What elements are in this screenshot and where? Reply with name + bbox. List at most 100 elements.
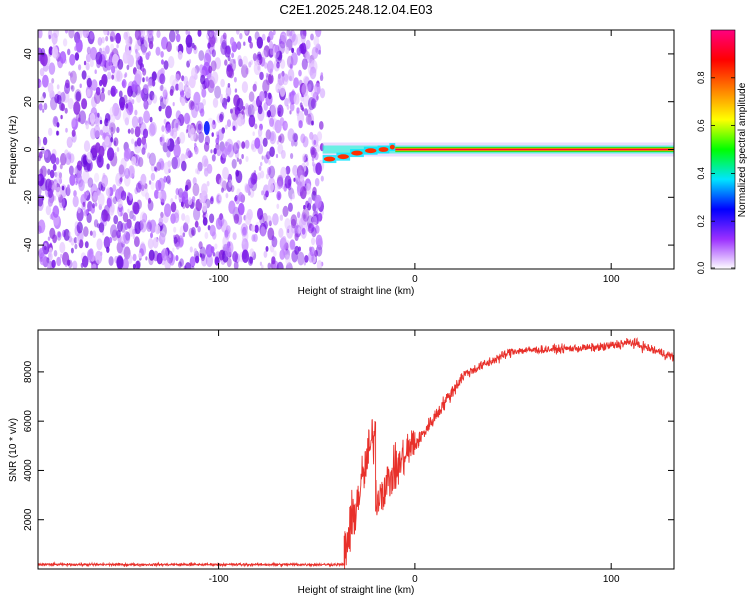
noise-blob: [112, 53, 119, 67]
signal-onset-core: [337, 154, 349, 160]
noise-blob: [221, 180, 228, 191]
noise-blob: [194, 220, 199, 228]
noise-blob: [315, 144, 321, 153]
noise-blob: [50, 153, 57, 165]
noise-blob: [200, 253, 205, 262]
noise-blob: [62, 205, 66, 211]
noise-blob: [115, 32, 121, 44]
noise-blob: [134, 141, 138, 147]
noise-blob: [109, 30, 116, 38]
noise-blob: [116, 256, 124, 269]
noise-blob: [128, 96, 133, 103]
noise-blob: [215, 217, 223, 230]
noise-blob: [59, 51, 67, 64]
noise-blob: [85, 53, 91, 63]
noise-blob: [257, 128, 263, 137]
noise-blob: [215, 173, 222, 185]
noise-blob: [38, 103, 43, 111]
noise-blob: [107, 120, 111, 127]
noise-blob: [293, 139, 298, 147]
noise-blob: [175, 45, 179, 52]
noise-blob: [160, 211, 164, 219]
noise-blob: [307, 83, 312, 92]
noise-blob: [161, 87, 168, 98]
noise-blob: [254, 224, 259, 234]
noise-blob: [48, 34, 51, 40]
noise-blob: [289, 62, 294, 70]
noise-blob: [191, 42, 195, 49]
noise-blob: [170, 201, 177, 213]
noise-blob: [312, 215, 318, 225]
y-tick-label: 40: [23, 48, 34, 60]
noise-blob: [299, 186, 307, 200]
spectrogram-frame: [37, 29, 675, 270]
noise-blob: [70, 85, 74, 90]
noise-blob: [265, 129, 272, 140]
noise-blob: [99, 129, 103, 136]
noise-blob: [53, 250, 58, 257]
noise-blob: [72, 260, 78, 269]
noise-blob: [296, 181, 303, 193]
noise-blob: [253, 61, 261, 76]
noise-blob: [217, 214, 225, 227]
noise-blob: [94, 69, 97, 74]
noise-blob: [277, 104, 284, 118]
noise-blob: [268, 165, 276, 179]
noise-blob: [218, 113, 224, 123]
noise-blob: [267, 110, 271, 118]
noise-blob: [269, 146, 275, 158]
noise-blob: [266, 60, 274, 74]
snr-series-line: [38, 337, 674, 569]
noise-blob: [270, 103, 278, 118]
noise-blob: [179, 198, 182, 203]
noise-blob: [195, 120, 203, 134]
noise-blob: [249, 256, 253, 264]
noise-blob: [71, 118, 78, 131]
noise-blob: [303, 204, 306, 210]
noise-blob: [202, 217, 208, 226]
noise-blob: [79, 83, 82, 89]
noise-blob: [300, 224, 303, 230]
noise-blob: [200, 74, 206, 85]
noise-blob: [165, 92, 168, 97]
noise-blob: [291, 33, 298, 46]
noise-blob: [105, 35, 109, 42]
spectrogram-xlabel: Height of straight line (km): [298, 286, 415, 297]
noise-blob: [243, 41, 246, 46]
noise-blob: [70, 247, 74, 254]
noise-blob: [112, 196, 117, 205]
noise-blob: [193, 91, 201, 106]
noise-blob: [141, 46, 147, 55]
noise-blob: [272, 213, 279, 226]
noise-blob: [231, 52, 235, 59]
noise-blob: [185, 129, 189, 134]
noise-blob: [86, 77, 92, 88]
noise-blob: [122, 258, 129, 269]
noise-blob: [60, 114, 63, 120]
noise-blob: [211, 49, 216, 58]
noise-blob: [287, 68, 295, 82]
noise-blob: [44, 150, 49, 158]
noise-blob: [290, 153, 294, 159]
noise-blob: [274, 44, 280, 54]
noise-blob: [63, 228, 70, 241]
noise-blob: [86, 89, 91, 97]
noise-blob: [38, 137, 42, 146]
noise-blob: [147, 152, 151, 159]
noise-blob: [300, 212, 308, 226]
noise-blob: [228, 200, 236, 214]
noise-blob: [120, 190, 127, 201]
noise-blob: [175, 139, 178, 145]
noise-blob: [284, 73, 289, 82]
noise-blob: [55, 186, 62, 198]
noise-blob: [175, 30, 180, 35]
noise-blob: [198, 50, 205, 61]
noise-blob: [95, 51, 103, 65]
noise-blob: [120, 157, 127, 170]
noise-blob: [89, 31, 94, 40]
noise-blob: [106, 246, 110, 253]
noise-blob: [251, 224, 256, 232]
noise-blob: [123, 94, 128, 103]
noise-blob: [211, 154, 216, 162]
noise-blob: [47, 168, 51, 176]
